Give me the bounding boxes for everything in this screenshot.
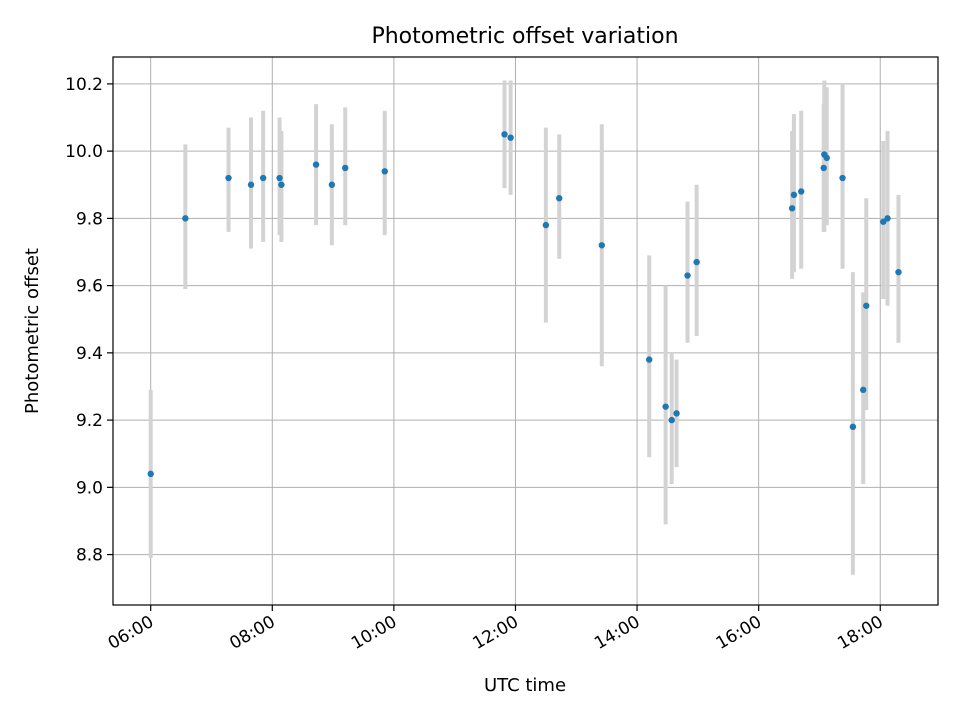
data-point	[312, 161, 320, 168]
plot-frame	[112, 56, 939, 606]
data-point	[247, 181, 255, 188]
data-point	[673, 410, 680, 417]
data-point	[328, 181, 336, 188]
chart-title: Photometric offset variation	[371, 24, 678, 49]
data-point	[820, 164, 827, 172]
y-tick-label: 10.2	[65, 75, 103, 95]
data-point	[693, 258, 700, 266]
data-point	[863, 302, 870, 309]
data-point	[278, 181, 285, 188]
data-point	[684, 272, 691, 279]
data-point	[259, 174, 267, 182]
data-point	[342, 164, 349, 172]
data-point	[790, 191, 798, 199]
data-point	[598, 242, 605, 249]
data-point	[556, 195, 563, 202]
y-tick-label: 9.6	[76, 277, 103, 297]
y-axis-label: Photometric offset	[22, 248, 43, 414]
y-tick-label: 9.4	[76, 344, 103, 364]
y-tick-label: 8.8	[76, 546, 103, 566]
data-points	[147, 131, 902, 478]
x-axis-label: UTC time	[484, 675, 566, 696]
data-point	[849, 423, 857, 431]
data-point	[147, 470, 154, 478]
y-tick-label: 9.2	[76, 411, 103, 431]
data-point	[798, 188, 805, 195]
y-tick-label: 9.8	[76, 209, 103, 229]
data-point	[225, 174, 232, 182]
y-tick-label: 10.0	[65, 142, 103, 162]
data-point	[507, 134, 514, 141]
data-point	[501, 131, 508, 138]
data-point	[895, 268, 902, 276]
data-point	[839, 174, 846, 182]
data-point	[668, 416, 675, 424]
data-point	[542, 221, 550, 229]
data-point	[788, 205, 796, 212]
data-point	[823, 154, 830, 162]
data-point	[860, 386, 867, 394]
data-point	[662, 403, 669, 410]
y-tick-label: 9.0	[76, 478, 103, 498]
data-point	[646, 356, 653, 363]
data-point	[381, 168, 388, 175]
data-point	[182, 215, 189, 222]
data-point	[884, 215, 891, 222]
y-axis-ticks: 8.8 9.0 9.2 9.4 9.6 9.8 10.0 10.2	[65, 75, 113, 566]
data-point	[276, 174, 283, 182]
